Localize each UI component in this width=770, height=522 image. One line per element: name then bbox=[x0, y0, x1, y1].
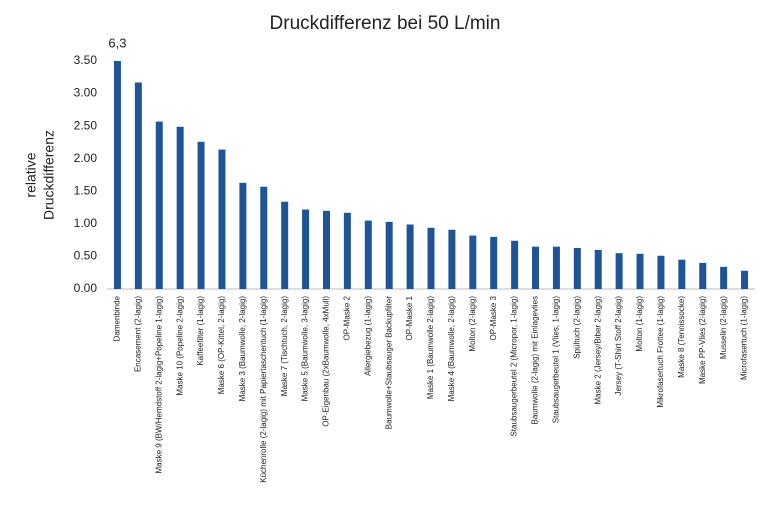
y-tick-label: 1.00 bbox=[74, 216, 98, 230]
x-tick-label: Maske 7 (Tischtuch, 2-lagig) bbox=[280, 296, 289, 397]
x-tick-label: Jersey (T-Shirt Stoff 2-lagig) bbox=[614, 296, 623, 396]
x-tick-label: Maske PP-Vlies (2-lagig) bbox=[698, 296, 707, 384]
bar bbox=[490, 236, 498, 289]
bar bbox=[615, 253, 623, 289]
bar bbox=[657, 255, 665, 289]
y-tick-label: 2.00 bbox=[74, 151, 98, 165]
bar bbox=[511, 240, 519, 289]
bar bbox=[113, 61, 121, 289]
bar bbox=[322, 210, 330, 289]
x-tick-label: OP-Maske 3 bbox=[489, 295, 498, 340]
x-tick-label: Maske 10 (Popeline 2-lagig) bbox=[175, 296, 184, 396]
x-tick-label: Molton (2-lagig) bbox=[468, 296, 477, 352]
bar bbox=[699, 262, 707, 289]
y-axis-label: relative bbox=[23, 152, 39, 197]
y-tick-label: 1.50 bbox=[74, 183, 98, 197]
x-tick-label: Spültuch (2-lagig) bbox=[572, 296, 581, 359]
bar bbox=[218, 149, 226, 289]
bar bbox=[448, 229, 456, 289]
y-tick-label: 3.00 bbox=[74, 86, 98, 100]
bar bbox=[532, 246, 540, 289]
bar bbox=[385, 221, 393, 289]
bar bbox=[260, 186, 268, 289]
x-tick-label: Encasement (2-lagig) bbox=[133, 296, 142, 372]
bar bbox=[176, 126, 184, 289]
x-tick-label: OP-Maske 1 bbox=[405, 295, 414, 340]
data-label: 6,3 bbox=[108, 35, 126, 50]
bar bbox=[155, 121, 163, 289]
x-tick-label: Maske 2 (Jersey/Biber 2-lagig) bbox=[593, 296, 602, 405]
x-tick-label: Staubsaugerbeutel 2 (Micropor, 1-lagig) bbox=[510, 296, 519, 437]
x-tick-label: Staubsaugerbeutel 1 (Vlies, 1-lagig) bbox=[552, 296, 561, 424]
x-tick-label: Maske 8 (Tennissocke) bbox=[677, 296, 686, 378]
x-tick-label: Baumwolle+Staubsauger Backupfilter bbox=[384, 296, 393, 430]
bar bbox=[720, 266, 728, 289]
bar bbox=[343, 212, 351, 289]
bar bbox=[573, 247, 581, 289]
x-tick-label: Damenbinde bbox=[113, 295, 122, 341]
y-tick-label: 2.50 bbox=[74, 118, 98, 132]
y-tick-label: 0.00 bbox=[74, 281, 98, 295]
x-tick-label: Baumwolle (2-lagig) mit Einlagevlies bbox=[531, 296, 540, 425]
bar bbox=[427, 227, 435, 289]
y-tick-label: 3.50 bbox=[74, 53, 98, 67]
x-tick-label: Maske 4 (Baumwolle, 2-lagig) bbox=[447, 296, 456, 402]
bar bbox=[406, 224, 414, 289]
x-tick-label: OP-Maske 2 bbox=[342, 295, 351, 340]
x-tick-label: Maske 5 (Baumwolle, 3-lagig) bbox=[301, 296, 310, 402]
bar bbox=[134, 82, 142, 289]
x-tick-label: Maske 1 (Baumwolle 2-lagig) bbox=[426, 296, 435, 399]
bar bbox=[469, 235, 477, 289]
bars bbox=[113, 61, 749, 289]
bar bbox=[678, 259, 686, 289]
x-tick-label: Küchenrolle (2-lagig) mit Papiertaschent… bbox=[259, 296, 268, 483]
x-tick-label: Mikrofasertuch Frottee (1-lagig) bbox=[656, 296, 665, 408]
x-tick-label: Allergiebezug (1-lagig) bbox=[363, 296, 372, 376]
y-tick-label: 0.50 bbox=[74, 249, 98, 263]
bar bbox=[239, 182, 247, 289]
x-tick-label: Maske 6 (OP-Kittel, 2-lagig) bbox=[217, 296, 226, 395]
bar bbox=[302, 209, 310, 289]
y-axis-label: Druckdifferenz bbox=[41, 130, 57, 220]
x-tick-label: Microfasertuch (1-lagig) bbox=[740, 296, 749, 380]
x-tick-label: Molton (1-lagig) bbox=[635, 296, 644, 352]
x-tick-label: OP-Eigenbau (2xBaumwolle, 4xMull) bbox=[322, 296, 331, 427]
x-tick-label: Maske 9 (BW/Hemdstoff 2-lagig+Popeline 1… bbox=[154, 296, 163, 474]
x-tick-label: Kaffeefilter (1-lagig) bbox=[196, 296, 205, 366]
chart-title: Druckdifferenz bei 50 L/min bbox=[270, 13, 501, 34]
bar bbox=[281, 201, 289, 289]
bar bbox=[552, 246, 560, 289]
bar bbox=[594, 249, 602, 289]
bar bbox=[364, 220, 372, 289]
bar bbox=[636, 253, 644, 289]
bar bbox=[741, 270, 749, 289]
x-tick-label: Musselin (2-lagig) bbox=[719, 296, 728, 359]
bar bbox=[197, 141, 205, 289]
x-tick-label: Maske 3 (Baumwolle, 2-lagig) bbox=[238, 296, 247, 402]
